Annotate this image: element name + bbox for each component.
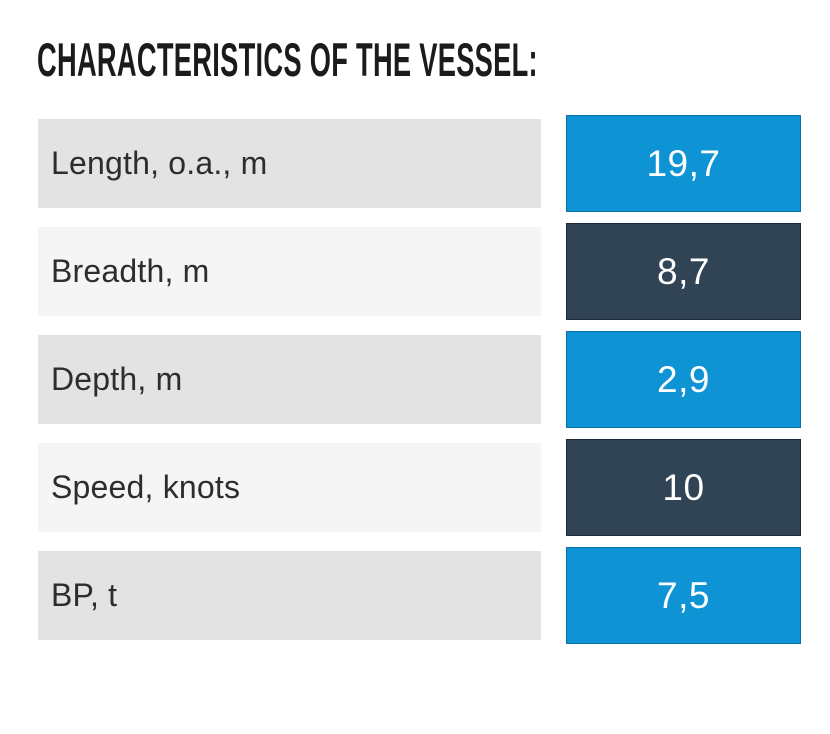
table-row: Depth, m 2,9 [38, 331, 801, 428]
table-row: Length, o.a., m 19,7 [38, 115, 801, 212]
spec-value-badge: 7,5 [566, 547, 801, 644]
spec-value-badge: 10 [566, 439, 801, 536]
page-title: CHARACTERISTICS OF THE VESSEL: [37, 33, 538, 86]
spec-label: Speed, knots [38, 443, 541, 532]
spec-value-badge: 2,9 [566, 331, 801, 428]
spec-label: BP, t [38, 551, 541, 640]
table-row: Speed, knots 10 [38, 439, 801, 536]
spec-label: Length, o.a., m [38, 119, 541, 208]
spec-value-badge: 8,7 [566, 223, 801, 320]
spec-value-badge: 19,7 [566, 115, 801, 212]
spec-label: Breadth, m [38, 227, 541, 316]
characteristics-table: Length, o.a., m 19,7 Breadth, m 8,7 Dept… [38, 115, 801, 644]
spec-label: Depth, m [38, 335, 541, 424]
table-row: Breadth, m 8,7 [38, 223, 801, 320]
table-row: BP, t 7,5 [38, 547, 801, 644]
